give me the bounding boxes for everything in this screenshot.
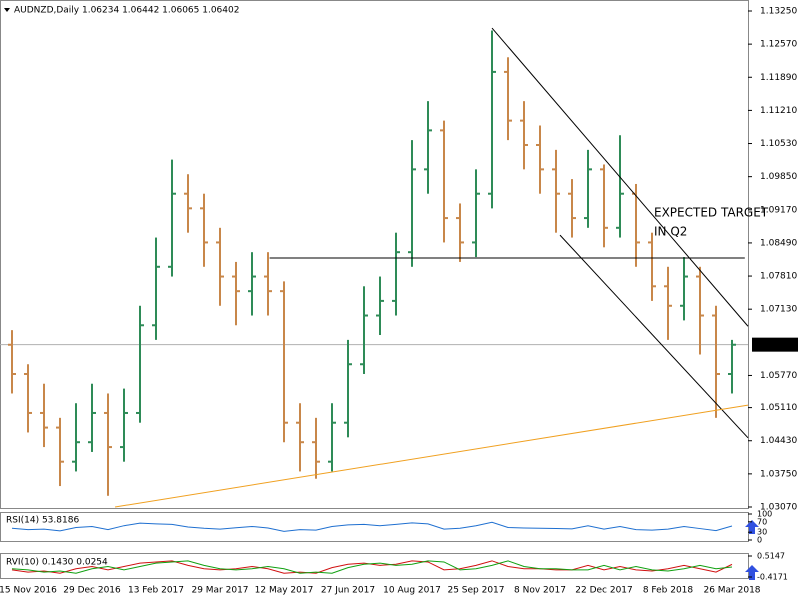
y-tick-label: 1.03750 <box>760 469 797 479</box>
x-tick-label: 15 Nov 2016 <box>0 586 57 596</box>
y-tick-label: 1.04430 <box>760 436 797 446</box>
x-tick-label: 29 Dec 2016 <box>63 586 121 596</box>
x-tick-label: 25 Sep 2017 <box>447 586 504 596</box>
y-tick-label: 100 <box>757 510 772 519</box>
trend-line <box>114 404 749 508</box>
x-tick-label: 8 Nov 2017 <box>514 586 566 596</box>
y-tick-label: 1.12570 <box>760 40 797 50</box>
y-tick-label: 1.11210 <box>760 106 797 116</box>
arrow-icon <box>745 565 759 580</box>
y-tick-label: 1.07810 <box>760 272 797 282</box>
last-price-box <box>752 337 798 352</box>
y-tick-label: 1.11890 <box>760 73 797 83</box>
main-frame <box>0 0 749 509</box>
indicator-line <box>11 560 733 574</box>
y-tick-label: -0.4171 <box>757 573 788 582</box>
x-tick-label: 27 Jun 2017 <box>321 586 375 596</box>
x-tick-label: 8 Feb 2018 <box>643 586 694 596</box>
y-tick-label: 1.13250 <box>760 7 797 17</box>
x-tick-label: 13 Feb 2017 <box>128 586 184 596</box>
indicator-line <box>11 521 733 532</box>
y-tick-label: 1.07130 <box>760 305 797 315</box>
y-tick-label: 1.05110 <box>760 403 797 413</box>
rvi-frame <box>0 553 749 579</box>
x-tick-label: 10 Aug 2017 <box>383 586 441 596</box>
rvi-title: RVI(10) 0.1430 0.0254 <box>6 558 108 568</box>
rsi-frame <box>0 512 749 542</box>
x-tick-label: 22 Dec 2017 <box>575 586 633 596</box>
arrow-icon <box>745 520 759 534</box>
trend-line <box>559 234 749 439</box>
header-marker <box>4 8 10 12</box>
x-tick-label: 26 Mar 2018 <box>703 586 760 596</box>
x-tick-label: 12 May 2017 <box>255 586 314 596</box>
y-tick-label: 30 <box>757 528 767 537</box>
indicator-line <box>11 560 733 574</box>
rsi-title: RSI(14) 53.8186 <box>6 516 79 526</box>
y-tick-label: 1.05770 <box>760 371 797 381</box>
y-tick-label: 0 <box>757 536 762 545</box>
annotation: EXPECTED TARGET <box>654 206 769 220</box>
y-tick-label: 1.10530 <box>760 139 797 149</box>
trend-line <box>491 27 749 327</box>
y-tick-label: 1.09170 <box>760 205 797 215</box>
x-tick-label: 29 Mar 2017 <box>191 586 248 596</box>
y-tick-label: 70 <box>757 517 767 526</box>
chart-title: AUDNZD,Daily 1.06234 1.06442 1.06065 1.0… <box>14 6 239 16</box>
y-tick-label: 1.08490 <box>760 238 797 248</box>
y-tick-label: 0.5147 <box>757 552 785 561</box>
annotation: IN Q2 <box>654 225 687 239</box>
last-price-label: 1.06402 <box>760 340 797 350</box>
y-tick-label: 1.03070 <box>760 503 797 513</box>
y-tick-label: 1.09850 <box>760 172 797 182</box>
